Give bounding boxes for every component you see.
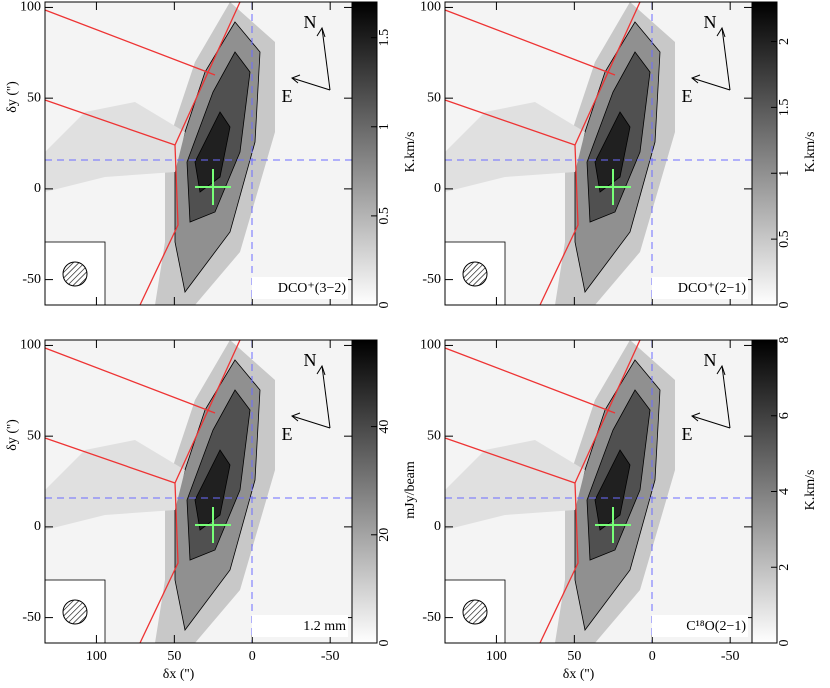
colorbar-label: K.km/s	[803, 470, 818, 511]
colorbar-tick-label: 20	[377, 528, 392, 542]
label-box	[652, 615, 748, 637]
colorbar-tick-label: 0.5	[377, 207, 392, 225]
y-tick-label: -50	[422, 272, 441, 287]
colorbar-tick-label: 0.5	[777, 230, 792, 248]
y-tick-label: 100	[420, 338, 441, 353]
compass-east: E	[282, 424, 293, 444]
compass-north: N	[304, 12, 317, 32]
y-tick-label: 50	[427, 428, 441, 443]
y-tick-label: 0	[434, 519, 441, 534]
y-tick-label: 100	[20, 0, 41, 15]
y-tick-label: 0	[434, 181, 441, 196]
colorbar-label: K.km/s	[803, 132, 818, 173]
y-tick-label: -50	[22, 610, 41, 625]
y-tick-label: 50	[27, 90, 41, 105]
label-box	[652, 277, 748, 299]
x-tick-label: 100	[486, 649, 507, 664]
colorbar-tick-label: 0	[777, 640, 792, 647]
y-tick-label: 100	[20, 338, 41, 353]
x-axis-label: δx ('')	[563, 667, 595, 682]
y-tick-label: 50	[427, 90, 441, 105]
x-tick-label: 100	[86, 649, 107, 664]
colorbar-tick-label: 1.5	[377, 29, 392, 47]
label-box	[252, 615, 348, 637]
colorbar-tick-label: 0	[777, 302, 792, 309]
colorbar-tick-label: 40	[377, 420, 392, 434]
colorbar-label: mJy/beam	[403, 461, 418, 519]
x-tick-label: 50	[167, 649, 181, 664]
y-axis-label: δy ('')	[5, 419, 20, 451]
x-axis-label: δx ('')	[163, 667, 195, 682]
colorbar-tick-label: 1	[377, 123, 392, 130]
y-tick-label: -50	[422, 610, 441, 625]
label-box	[252, 277, 348, 299]
colorbar	[351, 339, 378, 644]
colorbar	[751, 1, 778, 306]
colorbar-tick-label: 2	[777, 38, 792, 45]
x-tick-label: 50	[567, 649, 581, 664]
compass-north: N	[704, 12, 717, 32]
y-tick-label: 0	[34, 181, 41, 196]
colorbar-tick-label: 1	[777, 170, 792, 177]
colorbar-tick-label: 0	[377, 302, 392, 309]
compass-north: N	[704, 350, 717, 370]
y-tick-label: -50	[22, 272, 41, 287]
y-tick-label: 100	[420, 0, 441, 15]
colorbar	[351, 1, 378, 306]
colorbar-tick-label: 4	[777, 488, 792, 495]
compass-east: E	[282, 86, 293, 106]
compass-east: E	[682, 86, 693, 106]
colorbar-label: K.km/s	[403, 132, 418, 173]
panel-label: DCO⁺(3−2)	[278, 281, 347, 296]
colorbar-tick-label: 6	[777, 412, 792, 419]
colorbar-tick-label: 8	[777, 337, 792, 344]
y-tick-label: 50	[27, 428, 41, 443]
colorbar-tick-label: 2	[777, 564, 792, 571]
x-tick-label: 0	[649, 649, 656, 664]
x-tick-label: -50	[721, 649, 740, 664]
colorbar-tick-label: 1.5	[777, 99, 792, 117]
compass-east: E	[682, 424, 693, 444]
y-axis-label: δy ('')	[5, 81, 20, 113]
colorbar-tick-label: 0	[377, 640, 392, 647]
panel-label: DCO⁺(2−1)	[678, 281, 747, 296]
x-tick-label: 0	[249, 649, 256, 664]
panel-label: C¹⁸O(2−1)	[686, 619, 746, 634]
y-tick-label: 0	[34, 519, 41, 534]
x-tick-label: -50	[321, 649, 340, 664]
compass-north: N	[304, 350, 317, 370]
panel-label: 1.2 mm	[303, 619, 346, 634]
